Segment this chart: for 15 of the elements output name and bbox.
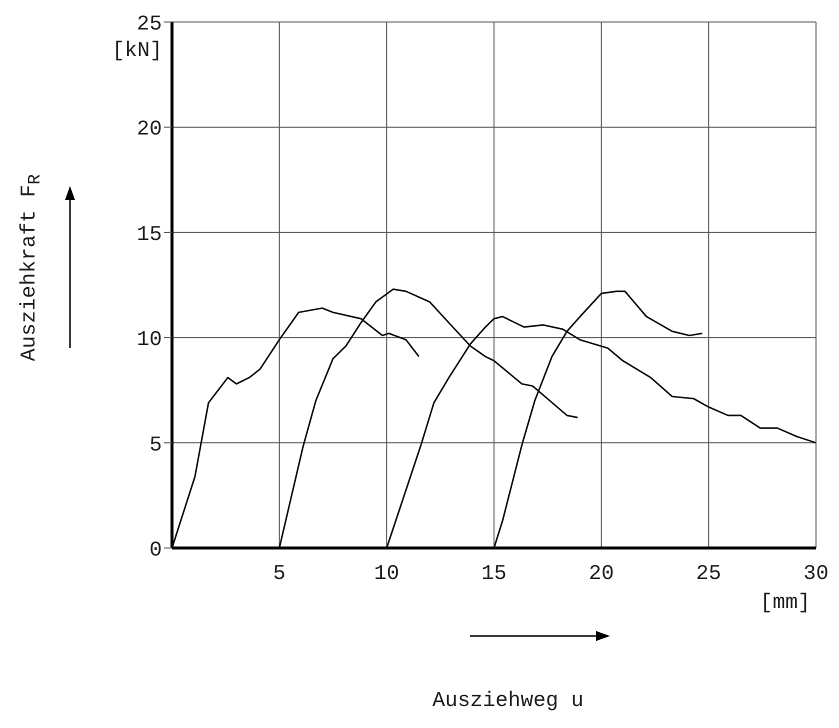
y-tick-label: 10 [136,329,162,352]
text: [kN] [112,40,162,63]
x-tick-label: 30 [803,562,829,586]
x-tick-label: 5 [273,562,286,586]
y-tick-label: 20 [136,118,162,142]
x-axis-title: Ausziehweg u [431,690,585,713]
x-tick-label: 10 [374,562,400,586]
y-tick-label: 5 [149,434,162,458]
x-tick-label: 25 [696,562,722,586]
y-tick-label: 25 [136,13,162,36]
x-tick-label: 15 [481,562,507,586]
text: [mm] [760,592,810,615]
y-tick-label: 15 [136,224,162,247]
y-tick-label: 0 [149,539,162,562]
x-tick-label: 20 [588,562,614,586]
